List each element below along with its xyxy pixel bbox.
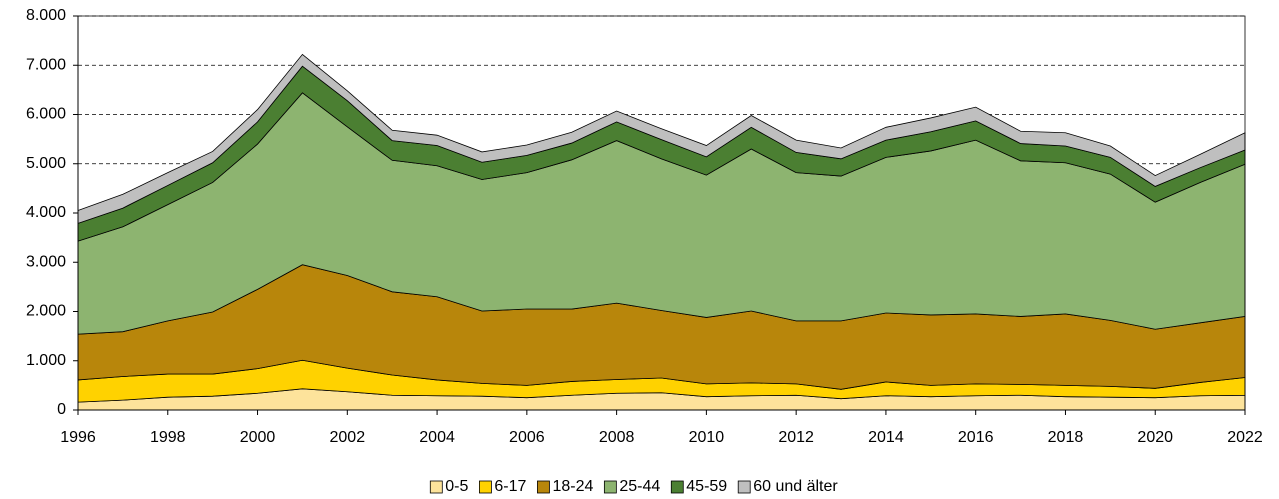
legend-label: 18-24 xyxy=(552,478,593,495)
legend-label: 0-5 xyxy=(445,478,468,495)
legend-swatch xyxy=(429,480,443,494)
x-tick-label: 2012 xyxy=(778,429,814,446)
legend-swatch xyxy=(670,480,684,494)
x-tick-label: 2014 xyxy=(868,429,904,446)
x-tick-label: 1996 xyxy=(60,429,96,446)
legend-label: 6-17 xyxy=(494,478,526,495)
legend-swatch xyxy=(479,480,492,494)
legend-swatch xyxy=(537,480,550,494)
plot-frame xyxy=(78,15,1246,410)
x-tick-label: 2002 xyxy=(330,429,366,446)
x-tick-label: 2016 xyxy=(958,429,994,446)
x-tick-label: 2018 xyxy=(1048,429,1084,446)
y-tick-label: 7.000 xyxy=(26,56,66,73)
y-tick-label: 1.000 xyxy=(26,352,66,369)
legend-label: 45-59 xyxy=(686,478,727,495)
x-tick-label: 1998 xyxy=(150,429,186,446)
y-tick-label: 0 xyxy=(57,401,66,418)
x-tick-label: 2004 xyxy=(419,429,455,446)
x-tick-label: 2006 xyxy=(509,429,545,446)
x-tick-label: 2010 xyxy=(689,429,725,446)
legend-swatch xyxy=(737,480,751,494)
y-tick-label: 2.000 xyxy=(26,303,66,320)
legend-label: 25-44 xyxy=(619,478,660,495)
y-tick-label: 5.000 xyxy=(26,155,66,172)
y-tick-label: 4.000 xyxy=(26,204,66,221)
y-tick-label: 8.000 xyxy=(26,7,66,24)
legend-swatch xyxy=(603,480,617,494)
x-tick-label: 2022 xyxy=(1227,429,1263,446)
x-tick-label: 2008 xyxy=(599,429,635,446)
x-tick-label: 2020 xyxy=(1137,429,1173,446)
y-tick-label: 6.000 xyxy=(26,106,66,123)
legend-label: 60 und älter xyxy=(753,478,838,495)
y-tick-label: 3.000 xyxy=(26,253,66,270)
x-tick-label: 2000 xyxy=(240,429,276,446)
